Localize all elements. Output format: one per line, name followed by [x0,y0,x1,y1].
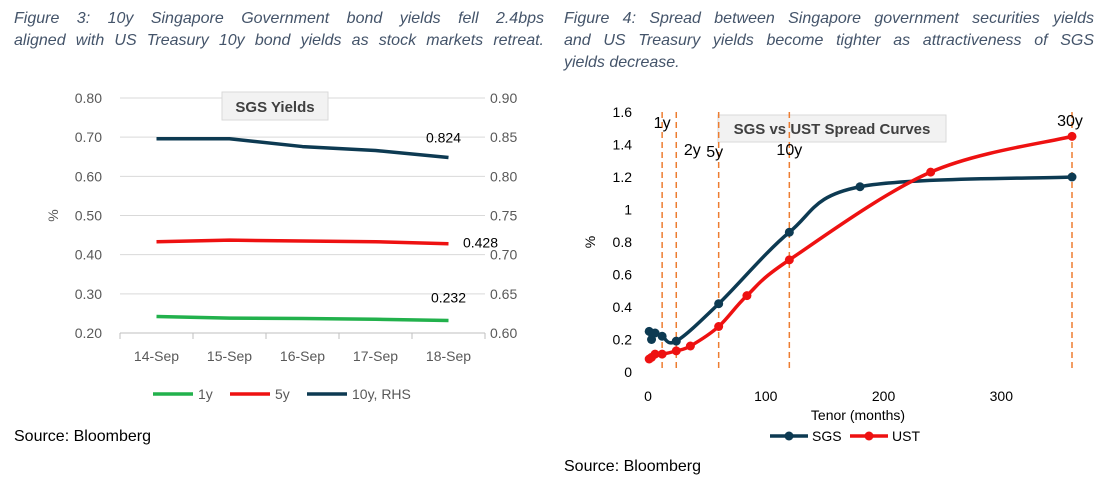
data-point-SGS [650,328,660,338]
legend-label: 1y [198,386,213,402]
data-label: 0.428 [463,235,498,251]
figure4-caption-line1: Figure 4: Spread between Singapore gover… [564,10,1094,27]
y-axis-title: % [582,236,598,248]
spread-curves-chart: 0 0.2 0.4 0.6 0.8 1 1.2 1.4 1.6 0 100 200 300 Tenor (… [582,104,1083,444]
legend-label: 10y, RHS [352,386,411,402]
series-line-SGS [647,175,1073,345]
x-tick-label: 17-Sep [353,348,398,364]
figure4-caption: Figure 4: Spread between Singapore gover… [564,8,1094,74]
figure3-caption: Figure 3: 10y Singapore Government bond … [14,8,544,52]
data-point-SGS [714,299,724,309]
data-point-SGS [1067,172,1077,182]
data-point-SGS [657,331,667,341]
series-line-2 [156,136,449,160]
y-tick-label: 0.60 [75,168,102,184]
y-tick-label: 1.4 [613,137,633,153]
y-tick-label: 0.8 [613,234,633,250]
y2-tick-label: 0.80 [490,168,517,184]
data-point-SGS [855,182,865,192]
y2-tick-label: 0.75 [490,208,517,224]
chart-title-box [221,91,329,121]
data-point-UST [1067,131,1077,141]
y2-tick-label: 0.65 [490,286,517,302]
x-tick-label: 15-Sep [207,348,252,364]
vline-label: 2y [684,142,701,159]
y-tick-label: 0.80 [75,90,102,106]
legend-marker [864,431,874,441]
figure3-source: Source: Bloomberg [14,428,151,445]
x-tick-label: 0 [644,388,652,404]
figure3-caption-line2: aligned with US Treasury 10y bond yields… [14,32,544,49]
data-point-SGS [671,336,681,346]
data-point-UST [685,341,695,351]
y-tick-label: 0 [624,364,632,380]
y-tick-label: 1.2 [613,169,633,185]
y-tick-label: 0.30 [75,286,102,302]
data-point-UST [742,291,752,301]
y-tick-label: 0.20 [75,325,102,341]
data-label: 0.824 [426,130,461,146]
y-tick-label: 0.50 [75,208,102,224]
vline-label: 10y [776,142,802,159]
y2-tick-label: 0.90 [490,90,517,106]
y-tick-label: 0.70 [75,129,102,145]
data-point-UST [714,322,724,331]
figure3-caption-line1: Figure 3: 10y Singapore Government bond … [14,10,544,27]
y-tick-label: 0.40 [75,247,102,263]
legend-marker [784,431,794,441]
x-tick-label: 300 [990,388,1014,404]
x-tick-label: 200 [872,388,896,404]
series-line-UST [648,134,1073,361]
x-tick-label: 100 [754,388,778,404]
data-point-UST [926,167,936,177]
x-axis-title: Tenor (months) [811,407,905,423]
legend-label: SGS [812,428,842,444]
y2-tick-label: 0.85 [490,129,517,145]
series-line-1 [156,238,449,246]
vline-label: 30y [1057,113,1083,130]
data-point-UST [671,346,681,356]
data-point-SGS [784,227,794,237]
y-tick-label: 0.6 [613,267,633,283]
chart-title: SGS vs UST Spread Curves [734,121,931,138]
y-tick-label: 0.2 [613,332,633,348]
legend-label: 5y [275,386,290,402]
data-point-UST [657,349,667,359]
data-point-UST [650,349,660,359]
data-point-UST [784,255,794,265]
figure4-caption-line3: yields decrease. [564,54,680,71]
y-tick-label: 0.4 [613,299,633,315]
y-axis-title: % [45,209,61,221]
x-tick-label: 18-Sep [426,348,471,364]
legend-label: UST [892,428,920,444]
y-tick-label: 1.6 [613,104,633,120]
sgs-yields-chart: 0.20 0.30 0.40 0.50 0.60 0.70 0.80 0.60 0.65 0.70… [45,90,517,402]
y2-tick-label: 0.70 [490,247,517,263]
vline-label: 5y [706,144,723,161]
chart-title: SGS Yields [235,99,314,116]
series-line-0 [156,314,449,323]
x-tick-label: 16-Sep [280,348,325,364]
y-tick-label: 1 [624,202,632,218]
vline-label: 1y [654,115,671,132]
y2-tick-label: 0.60 [490,325,517,341]
figure4-source: Source: Bloomberg [564,458,701,475]
chart-title-box [717,114,947,143]
data-label: 0.232 [431,289,466,305]
x-tick-label: 14-Sep [134,348,179,364]
figure4-caption-line2: and US Treasury yields become tighter as… [564,32,1094,49]
